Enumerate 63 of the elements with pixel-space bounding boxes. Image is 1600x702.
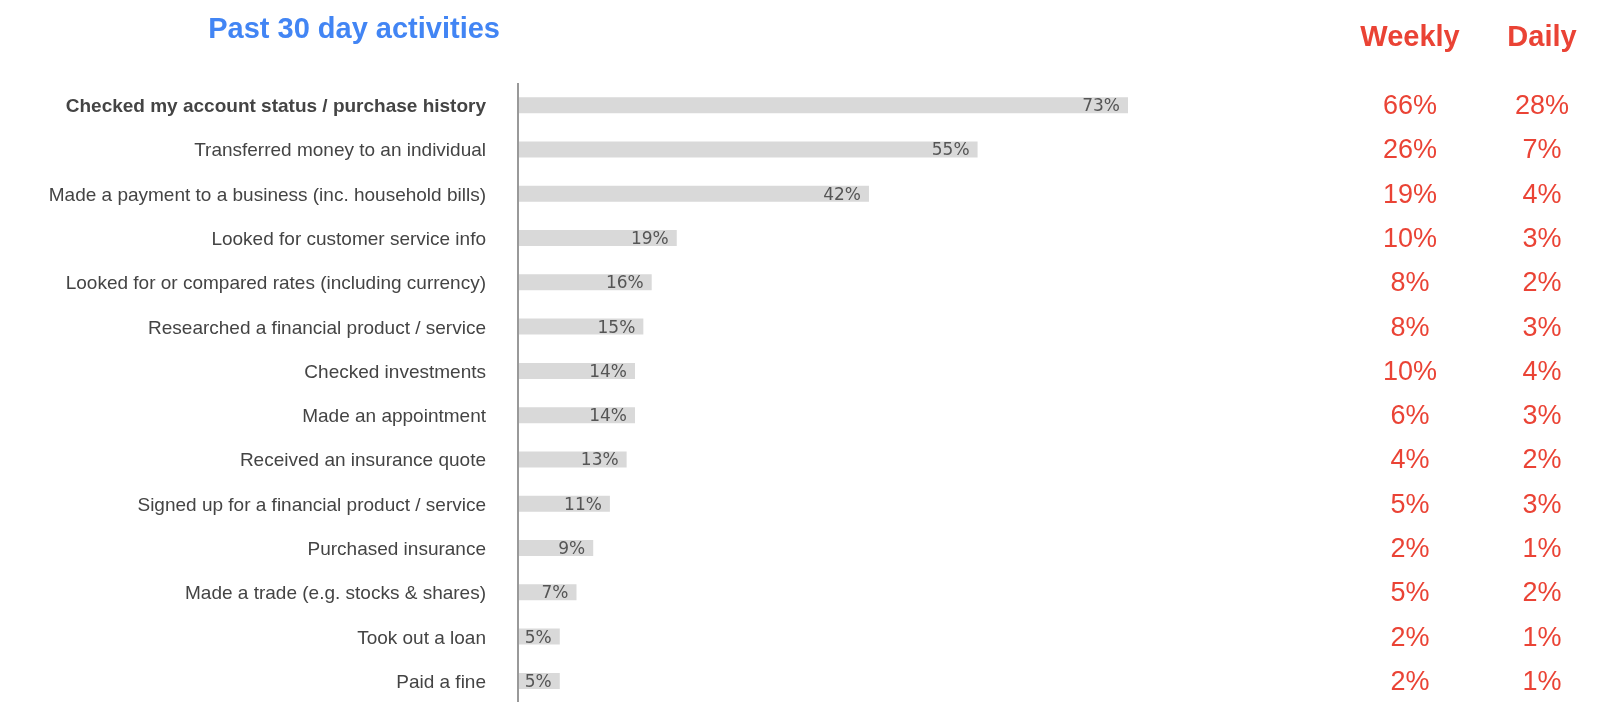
y-tick-label: Received an insurance quote <box>239 449 486 471</box>
data-label: 3% <box>1522 223 1562 253</box>
y-tick-label: Looked for or compared rates (including currency) <box>65 272 486 294</box>
y-tick-label: Made an appointment <box>302 405 487 427</box>
data-label: 15% <box>597 316 636 337</box>
data-label: 16% <box>605 272 644 293</box>
data-label: 2% <box>1390 533 1430 563</box>
data-label: 10% <box>1382 223 1438 253</box>
y-tick-label: Checked investments <box>304 360 486 382</box>
bar <box>518 141 978 158</box>
data-label: 14% <box>589 405 627 426</box>
y-tick-label: Checked my account status / purchase history <box>65 95 487 117</box>
bar <box>518 97 1128 114</box>
data-label: 2% <box>1522 267 1562 298</box>
y-tick-label: Purchased insurance <box>307 538 486 559</box>
y-tick-label: Made a trade (e.g. stocks & shares) <box>185 582 486 604</box>
y-tick-label: Looked for customer service info <box>211 228 486 249</box>
data-label: 5% <box>1390 577 1430 608</box>
y-tick-label: Researched a financial product / service <box>148 316 486 338</box>
data-label: 55% <box>931 139 970 160</box>
data-label: 6% <box>1390 400 1430 431</box>
chart-title: Past 30 day activities <box>208 12 500 45</box>
data-label: 1% <box>1522 533 1562 563</box>
data-label: 7% <box>1522 134 1562 165</box>
data-label: 2% <box>1522 577 1562 608</box>
y-tick-label: Paid a fine <box>396 670 486 692</box>
data-label: 11% <box>564 493 602 514</box>
data-label: 2% <box>1390 665 1430 696</box>
data-label: 7% <box>541 582 569 603</box>
data-label: 8% <box>1390 267 1430 298</box>
bar <box>518 185 869 202</box>
y-tick-label: Signed up for a financial product / service <box>137 493 486 515</box>
data-label: 42% <box>823 183 861 204</box>
data-label: 26% <box>1382 134 1438 165</box>
y-tick-label: Made a payment to a business (inc. household bills) <box>48 183 486 205</box>
data-label: 9% <box>558 538 586 559</box>
data-label: 14% <box>589 360 627 381</box>
data-label: 5% <box>524 670 552 691</box>
data-label: 5% <box>524 626 552 647</box>
data-label: 2% <box>1390 621 1430 652</box>
data-label: 13% <box>580 449 619 470</box>
data-label: 19% <box>1382 178 1438 209</box>
data-label: 10% <box>1382 355 1438 386</box>
data-label: 28% <box>1514 90 1570 121</box>
data-label: 4% <box>1390 444 1430 475</box>
data-label: 73% <box>1082 95 1120 116</box>
x-tick-label: Weekly <box>1360 20 1460 52</box>
data-label: 4% <box>1522 355 1562 386</box>
data-label: 1% <box>1522 665 1562 696</box>
bar <box>518 230 677 247</box>
x-tick-label: Daily <box>1507 20 1577 52</box>
data-label: 19% <box>630 228 669 249</box>
data-label: 3% <box>1522 311 1562 342</box>
data-label: 2% <box>1522 444 1562 475</box>
y-tick-label: Transferred money to an individual <box>194 139 486 161</box>
data-label: 5% <box>1390 488 1430 519</box>
data-label: 66% <box>1382 90 1438 121</box>
data-label: 3% <box>1522 400 1562 431</box>
data-label: 4% <box>1522 178 1562 209</box>
data-label: 3% <box>1522 488 1562 519</box>
data-label: 8% <box>1390 311 1430 342</box>
y-tick-label: Took out a loan <box>357 626 486 648</box>
data-label: 1% <box>1522 621 1562 652</box>
